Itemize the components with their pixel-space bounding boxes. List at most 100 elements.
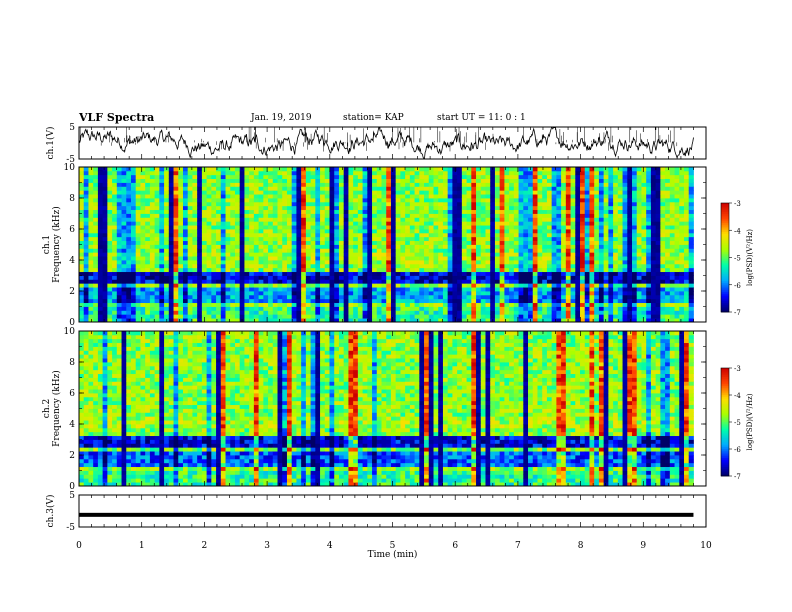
spectrogram-cell	[324, 310, 330, 315]
spectrogram-cell	[272, 225, 278, 230]
spectrogram-cell	[589, 221, 595, 226]
spectrogram-cell	[457, 236, 463, 242]
spectrogram-cell	[537, 267, 543, 273]
spectrogram-cell	[272, 318, 278, 323]
spectrogram-cell	[239, 287, 245, 292]
spectrogram-cell	[286, 294, 293, 300]
spectrogram-cell	[79, 279, 85, 284]
spectrogram-cell	[305, 205, 312, 211]
spectrogram-cell	[523, 279, 529, 284]
spectrogram-cell	[386, 260, 392, 265]
spectrogram-cell	[116, 205, 122, 211]
spectrogram-cell	[542, 298, 548, 304]
spectrogram-cell	[230, 229, 236, 234]
spectrogram-cell	[372, 283, 378, 288]
spectrogram-cell	[428, 167, 434, 172]
spectrogram-cell	[107, 314, 113, 319]
spectrogram-cell	[192, 194, 198, 199]
spectrogram-cell	[381, 225, 387, 230]
spectrogram-cell	[528, 186, 534, 191]
spectrogram-cell	[490, 287, 496, 292]
spectrogram-cell	[258, 256, 264, 261]
spectrogram-cell	[617, 178, 623, 183]
spectrogram-cell	[381, 240, 387, 245]
spectrogram-cell	[286, 244, 293, 249]
spectrogram-cell	[433, 260, 439, 265]
spectrogram-cell	[561, 306, 567, 311]
spectrogram-cell	[613, 314, 619, 319]
spectrogram-cell	[362, 190, 368, 195]
spectrogram-cell	[622, 221, 628, 226]
spectrogram-cell	[414, 318, 420, 323]
spectrogram-cell	[145, 291, 151, 296]
spectrogram-cell	[182, 279, 189, 284]
spectrogram-cell	[575, 205, 581, 211]
spectrogram-cell	[617, 263, 623, 269]
spectrogram-cell	[102, 240, 108, 245]
spectrogram-cell	[362, 256, 368, 261]
spectrogram-cell	[461, 271, 467, 276]
spectrogram-cell	[116, 229, 122, 234]
spectrogram-cell	[419, 213, 425, 218]
spectrogram-cell	[419, 318, 425, 323]
spectrogram-cell	[509, 213, 515, 218]
spectrogram-cell	[386, 244, 392, 249]
spectrogram-cell	[476, 294, 482, 300]
spectrogram-cell	[178, 194, 184, 199]
spectrogram-cell	[598, 170, 605, 176]
spectrogram-cell	[83, 248, 89, 253]
spectrogram-cell	[154, 298, 160, 304]
spectrogram-cell	[145, 260, 151, 265]
spectrogram-cell	[476, 229, 482, 234]
spectrogram-cell	[225, 209, 231, 214]
spectrogram-cell	[499, 248, 505, 253]
spectrogram-cell	[433, 170, 439, 176]
spectrogram-cell	[187, 252, 193, 257]
spectrogram-cell	[182, 182, 189, 187]
spectrogram-cell	[362, 310, 368, 315]
spectrogram-cell	[83, 287, 89, 292]
spectrogram-cell	[372, 201, 378, 207]
spectrogram-cell	[301, 294, 307, 300]
spectrogram-cell	[447, 174, 453, 180]
spectrogram-cell	[272, 260, 278, 265]
spectrogram-cell	[182, 310, 189, 315]
spectrogram-cell	[542, 318, 548, 323]
spectrogram-cell	[149, 314, 156, 319]
spectrogram-cell	[551, 229, 557, 234]
spectrogram-cell	[282, 186, 288, 191]
spectrogram-cell	[301, 256, 307, 261]
spectrogram-cell	[88, 298, 94, 304]
spectrogram-cell	[584, 221, 590, 226]
spectrogram-cell	[556, 260, 562, 265]
spectrogram-cell	[320, 221, 326, 226]
spectrogram-cell	[480, 314, 486, 319]
spectrogram-cell	[499, 229, 505, 234]
spectrogram-cell	[258, 201, 264, 207]
spectrogram-cell	[182, 221, 189, 226]
spectrogram-cell	[494, 232, 501, 238]
spectrogram-cell	[126, 298, 132, 304]
spectrogram-cell	[504, 229, 510, 234]
spectrogram-cell	[480, 167, 486, 172]
spectrogram-cell	[372, 275, 378, 280]
spectrogram-cell	[414, 244, 420, 249]
spectrogram-cell	[277, 190, 283, 195]
spectrogram-cell	[537, 252, 543, 257]
spectrogram-cell	[79, 287, 85, 292]
spectrogram-cell	[320, 190, 326, 195]
spectrogram-cell	[126, 217, 132, 222]
spectrogram-cell	[433, 240, 439, 245]
spectrogram-cell	[102, 209, 108, 214]
spectrogram-cell	[400, 229, 406, 234]
spectrogram-cell	[504, 298, 510, 304]
spectrogram-cell	[239, 314, 245, 319]
spectrogram-cell	[485, 283, 491, 288]
spectrogram-cell	[409, 287, 415, 292]
spectrogram-cell	[329, 201, 335, 207]
spectrogram-cell	[135, 248, 141, 253]
spectrogram-cell	[225, 213, 231, 218]
spectrogram-cell	[494, 244, 501, 249]
spectrogram-cell	[348, 263, 354, 269]
spectrogram-cell	[216, 232, 222, 238]
